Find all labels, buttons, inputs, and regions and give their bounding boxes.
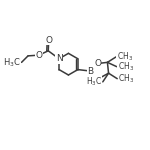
Text: O: O: [94, 59, 101, 68]
Text: O: O: [35, 51, 42, 60]
Text: H$_3$C: H$_3$C: [86, 76, 102, 88]
Text: H$_3$C: H$_3$C: [3, 56, 20, 69]
Text: O: O: [93, 75, 100, 84]
Text: CH$_3$: CH$_3$: [118, 72, 134, 85]
Text: B: B: [87, 67, 93, 76]
Text: N: N: [56, 54, 62, 63]
Text: O: O: [45, 36, 52, 45]
Text: CH$_3$: CH$_3$: [117, 60, 134, 73]
Text: CH$_3$: CH$_3$: [117, 51, 133, 63]
